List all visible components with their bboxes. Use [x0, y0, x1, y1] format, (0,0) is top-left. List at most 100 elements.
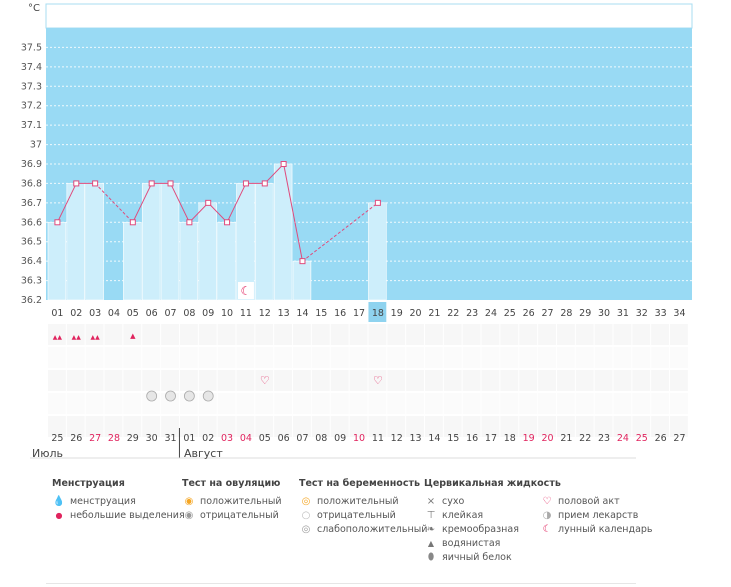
marker-cell[interactable] [481, 370, 500, 391]
cycle-day-label[interactable]: 22 [447, 308, 459, 319]
marker-cell[interactable] [179, 416, 198, 437]
marker-cell[interactable] [161, 347, 179, 368]
cycle-day-label[interactable]: 25 [504, 308, 516, 319]
cycle-day-label[interactable]: 12 [259, 308, 271, 319]
temperature-point[interactable] [92, 180, 99, 187]
cycle-day-label[interactable]: 03 [89, 308, 101, 319]
calendar-date-label[interactable]: 05 [259, 433, 271, 444]
marker-cell[interactable] [670, 347, 688, 368]
marker-cell[interactable] [198, 347, 217, 368]
marker-cell[interactable] [293, 370, 311, 391]
marker-cell[interactable] [575, 370, 594, 391]
marker-cell[interactable] [613, 370, 632, 391]
calendar-date-label[interactable]: 11 [372, 433, 384, 444]
marker-cell[interactable] [85, 347, 104, 368]
cycle-day-label[interactable]: 33 [655, 308, 667, 319]
marker-cell[interactable] [519, 393, 538, 414]
marker-cell[interactable] [311, 347, 330, 368]
marker-cell[interactable] [462, 393, 481, 414]
marker-cell[interactable] [123, 324, 142, 345]
temperature-point[interactable] [205, 199, 212, 206]
calendar-date-label[interactable]: 16 [466, 433, 478, 444]
cycle-day-label[interactable]: 32 [636, 308, 648, 319]
cycle-day-label[interactable]: 11 [240, 308, 252, 319]
calendar-date-label[interactable]: 21 [560, 433, 572, 444]
marker-cell[interactable] [48, 416, 66, 437]
cycle-day-label[interactable]: 06 [146, 308, 158, 319]
cycle-day-label[interactable]: 28 [560, 308, 572, 319]
marker-cell[interactable] [293, 347, 311, 368]
marker-cell[interactable] [198, 416, 217, 437]
marker-cell[interactable] [670, 370, 688, 391]
marker-cell[interactable] [406, 393, 424, 414]
marker-cell[interactable] [274, 370, 293, 391]
marker-cell[interactable] [443, 324, 462, 345]
marker-cell[interactable] [481, 347, 500, 368]
marker-cell[interactable] [670, 324, 688, 345]
marker-cell[interactable] [481, 324, 500, 345]
calendar-date-label[interactable]: 31 [164, 433, 176, 444]
temperature-point[interactable] [73, 180, 80, 187]
calendar-date-label[interactable]: 20 [541, 433, 553, 444]
marker-cell[interactable] [104, 393, 123, 414]
marker-cell[interactable] [66, 416, 85, 437]
calendar-date-label[interactable]: 03 [221, 433, 233, 444]
calendar-date-label[interactable]: 15 [447, 433, 459, 444]
marker-cell[interactable] [651, 370, 670, 391]
calendar-date-label[interactable]: 29 [127, 433, 139, 444]
marker-cell[interactable] [104, 347, 123, 368]
marker-cell[interactable] [613, 393, 632, 414]
marker-cell[interactable] [406, 370, 424, 391]
temperature-bar[interactable] [179, 221, 199, 301]
calendar-date-label[interactable]: 27 [673, 433, 685, 444]
marker-cell[interactable] [632, 416, 651, 437]
marker-cell[interactable] [349, 347, 368, 368]
marker-cell[interactable] [255, 416, 274, 437]
marker-cell[interactable] [349, 370, 368, 391]
calendar-date-label[interactable]: 13 [410, 433, 422, 444]
marker-cell[interactable] [481, 416, 500, 437]
marker-cell[interactable] [651, 347, 670, 368]
cycle-day-label[interactable]: 21 [428, 308, 440, 319]
marker-cell[interactable] [519, 416, 538, 437]
marker-cell[interactable] [556, 324, 575, 345]
cycle-day-label[interactable]: 14 [296, 308, 308, 319]
marker-cell[interactable] [123, 393, 142, 414]
temperature-point[interactable] [374, 199, 381, 206]
cycle-day-label[interactable]: 07 [164, 308, 176, 319]
temperature-bar[interactable] [273, 163, 293, 301]
marker-cell[interactable] [575, 416, 594, 437]
marker-cell[interactable] [66, 324, 85, 345]
marker-cell[interactable] [425, 347, 443, 368]
marker-cell[interactable] [48, 370, 66, 391]
calendar-date-label[interactable]: 06 [278, 433, 290, 444]
marker-cell[interactable] [66, 370, 85, 391]
cycle-day-label[interactable]: 02 [70, 308, 82, 319]
marker-cell[interactable] [443, 416, 462, 437]
marker-cell[interactable] [556, 393, 575, 414]
calendar-date-label[interactable]: 07 [296, 433, 308, 444]
marker-cell[interactable] [462, 416, 481, 437]
marker-cell[interactable] [236, 324, 255, 345]
marker-cell[interactable] [311, 370, 330, 391]
cycle-day-label[interactable]: 24 [485, 308, 497, 319]
marker-cell[interactable] [538, 370, 556, 391]
temperature-bar[interactable] [198, 202, 217, 301]
marker-cell[interactable] [387, 416, 406, 437]
marker-cell[interactable] [349, 416, 368, 437]
marker-cell[interactable] [161, 324, 179, 345]
marker-cell[interactable] [462, 370, 481, 391]
cycle-day-label[interactable]: 27 [541, 308, 553, 319]
temperature-bar[interactable] [255, 183, 274, 301]
marker-cell[interactable] [519, 324, 538, 345]
marker-cell[interactable] [217, 324, 236, 345]
marker-cell[interactable] [255, 370, 274, 391]
marker-cell[interactable] [613, 324, 632, 345]
marker-cell[interactable] [575, 347, 594, 368]
cycle-day-label[interactable]: 08 [183, 308, 195, 319]
marker-cell[interactable] [142, 370, 161, 391]
marker-cell[interactable] [161, 370, 179, 391]
calendar-date-label[interactable]: 01 [183, 433, 195, 444]
marker-cell[interactable] [651, 393, 670, 414]
cycle-day-label[interactable]: 04 [108, 308, 120, 319]
